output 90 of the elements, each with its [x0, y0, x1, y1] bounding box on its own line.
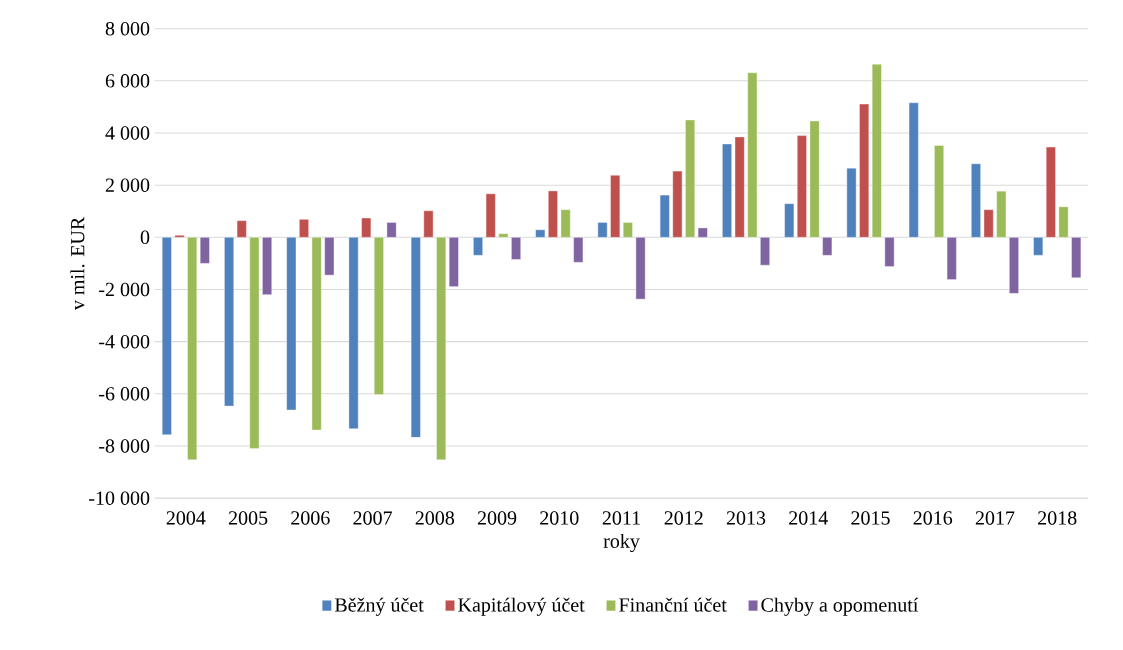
bar	[1071, 237, 1082, 278]
x-tick-label: 2018	[1038, 511, 1077, 525]
bar	[971, 163, 981, 238]
bar	[685, 119, 695, 238]
bar	[473, 237, 483, 256]
y-tick-label: -2 000	[99, 282, 150, 297]
x-axis-title: roky	[603, 533, 640, 552]
bar	[822, 237, 833, 256]
bar	[996, 190, 1007, 238]
bar	[1046, 146, 1056, 238]
y-tick-label: 0	[140, 230, 150, 244]
bar	[672, 170, 683, 238]
x-tick-label: 2004	[166, 511, 206, 525]
bar	[236, 220, 247, 238]
bar	[734, 136, 745, 238]
y-tick-label: -10 000	[89, 491, 150, 505]
bar	[374, 237, 384, 395]
bar	[983, 209, 994, 238]
bar	[1033, 237, 1044, 256]
bar	[249, 237, 260, 449]
bar	[535, 229, 546, 238]
bar	[436, 237, 447, 460]
legend-label: Kapitálový účet	[458, 597, 585, 616]
bar	[286, 237, 297, 411]
bar	[784, 203, 795, 238]
x-tick-label: 2015	[851, 511, 890, 525]
bar	[1058, 206, 1069, 238]
bar	[934, 145, 944, 238]
bar	[635, 237, 646, 300]
bar	[597, 222, 608, 238]
y-tick-label: 4 000	[105, 126, 150, 140]
bar	[423, 210, 434, 238]
x-tick-label: 2016	[913, 511, 953, 525]
bar	[846, 167, 857, 238]
y-axis-title: v mil. EUR	[70, 216, 85, 310]
bar	[560, 209, 571, 238]
y-tick-label: -4 000	[99, 334, 150, 349]
bar	[262, 237, 272, 295]
bar	[871, 63, 882, 238]
x-tick-label: 2012	[664, 511, 703, 525]
bar	[174, 234, 185, 238]
bar	[809, 120, 820, 238]
y-tick-label: -6 000	[99, 386, 150, 401]
bar	[161, 237, 172, 435]
x-tick-label: 2005	[228, 511, 268, 525]
x-tick-label: 2010	[540, 511, 579, 525]
bar	[797, 135, 807, 238]
legend-label: Finanční účet	[619, 597, 727, 612]
bar	[697, 227, 708, 238]
bar	[485, 193, 496, 238]
bar	[386, 222, 397, 238]
x-tick-label: 2008	[415, 511, 455, 525]
x-tick-label: 2017	[975, 511, 1015, 525]
bar	[622, 222, 633, 238]
bar	[187, 237, 198, 460]
x-tick-label: 2011	[602, 511, 640, 525]
bar	[511, 237, 521, 260]
bar	[659, 194, 670, 238]
bar	[361, 217, 372, 238]
bar	[1009, 237, 1019, 294]
bar	[946, 237, 957, 280]
bar	[747, 72, 758, 238]
bar	[573, 237, 584, 263]
bar	[311, 237, 322, 431]
bar	[224, 237, 234, 407]
y-tick-label: 2 000	[105, 178, 150, 192]
bar	[448, 237, 459, 287]
bar	[348, 237, 359, 429]
bar	[908, 102, 919, 238]
bar	[884, 237, 895, 267]
x-tick-label: 2006	[291, 511, 330, 525]
y-tick-label: -8 000	[99, 439, 150, 453]
bar	[199, 237, 210, 264]
x-tick-label: 2014	[789, 511, 828, 525]
x-tick-label: 2009	[477, 511, 517, 525]
bar	[610, 174, 621, 238]
y-tick-label: 8 000	[105, 21, 150, 36]
x-tick-label: 2013	[726, 511, 766, 525]
bar	[324, 237, 335, 276]
bar	[760, 237, 770, 266]
bar	[722, 143, 732, 238]
bar	[410, 237, 421, 438]
bar	[498, 233, 509, 238]
legend-label: Chyby a opomenutí	[761, 597, 919, 616]
legend-label: Běžný účet	[334, 597, 424, 616]
bar	[548, 190, 558, 238]
x-tick-label: 2007	[353, 511, 392, 525]
y-tick-label: 6 000	[105, 73, 150, 88]
bar	[299, 219, 309, 238]
bar	[859, 103, 870, 238]
